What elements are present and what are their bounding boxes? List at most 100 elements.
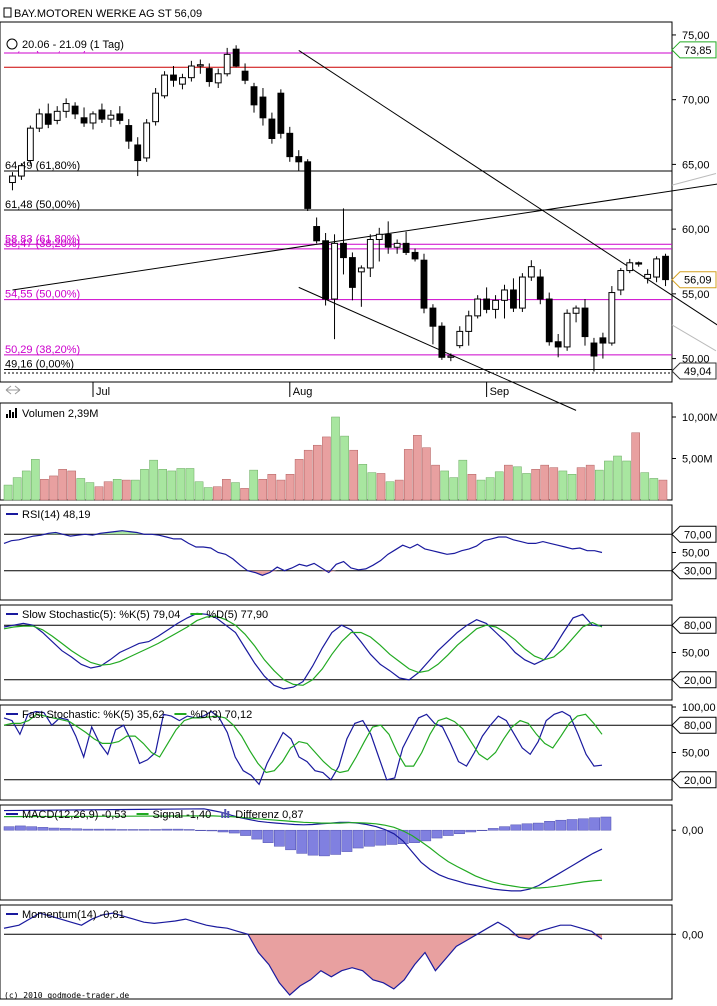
level-label-2: 64,49 (61,80%) [5,160,80,172]
candle-body [366,238,374,269]
candle-body [232,48,240,67]
volume-icon-bar-3 [15,408,17,418]
candle-body [545,298,553,343]
level-label-3: 61,48 (50,00%) [5,199,80,211]
fast-stoch-panel-tag-0-label: 20,00 [684,775,712,787]
clock-icon [6,38,18,50]
volume-bar [567,474,577,501]
macd-panel-hist-icon-bar-0 [221,812,224,818]
candle-body [286,132,294,158]
candle-body [313,226,321,242]
macd-hist-bar [172,828,184,831]
volume-bar [485,477,495,501]
volume-icon-bar-2 [12,412,14,418]
price-tag-1-label: 56,09 [684,275,712,287]
macd-hist-bar [341,829,353,852]
price-tag-0-box [671,41,717,59]
candle-body [44,113,52,125]
macd-panel-hist-icon [221,809,230,818]
candle-body [89,113,97,124]
fast-stoch-panel-series-0 [3,710,603,786]
price-panel-frame [0,21,673,383]
fast-stoch-panel-tag-0-box [671,771,717,789]
volume-bar [349,449,358,501]
candle-body [80,117,88,124]
volume-bar [258,479,268,501]
volume-bar [540,464,550,501]
candle-body [572,307,580,314]
candle-body [107,114,115,120]
macd-panel-hist-icon-bar-1 [224,809,227,818]
volume-bar [240,488,249,501]
volume-icon-bar-0 [6,414,8,418]
macd-hist-bar [262,829,274,843]
candle-body [518,276,526,309]
slow-stoch-panel-legend-1: %D(5) 77,90 [206,609,268,621]
volume-bar [67,470,77,501]
fast-stoch-panel-tag-0: 20,00 [671,771,717,789]
candle-body [653,258,660,278]
volume-bar [12,477,22,501]
candle-body [322,240,329,300]
macd-hist-bar [93,828,105,831]
candle-body [563,312,571,348]
fast-stoch-panel-tag-2-box [671,716,717,734]
candle-body [536,276,544,300]
candle-body [527,266,535,278]
macd-panel-hist-icon-bar-2 [227,811,230,818]
price-y-label-5: 75,00 [682,30,710,42]
candle-body [554,341,562,348]
candle-body [295,156,303,163]
candle-body [420,259,428,309]
macd-hist-bar [566,819,578,831]
momentum-negative-fill [19,934,602,995]
volume-bar [3,484,13,501]
price-y-label-4: 70,00 [682,95,710,107]
candle-body [393,242,401,248]
macd-hist-bar [532,822,544,831]
volume-bar [285,474,295,501]
volume-bar [440,470,449,501]
slow-stoch-panel-tag-0-label: 20,00 [684,675,712,687]
candle-body [152,92,160,123]
candle-body [277,92,285,134]
macd-hist-bar [487,828,499,831]
slow-stoch-panel-series-1 [3,615,603,686]
volume-bar [403,449,413,501]
volume-bar [504,464,513,501]
volume-bar [549,467,559,501]
trend-line-extension-0 [671,172,717,186]
volume-bar [185,468,195,501]
macd-hist-bar [375,829,387,846]
price-tag-1: 56,09 [671,271,717,289]
period-label: 20.06 - 21.09 (1 Tag) [22,39,124,51]
candle-body [635,262,643,265]
macd-hist-bar [510,824,522,831]
trend-line-extension-1 [671,324,717,352]
slow-stoch-panel-y-label-1: 50,00 [682,648,710,660]
volume-bar [58,469,67,501]
candle-body [349,257,356,288]
rsi-panel-y-label-1: 50,00 [682,548,710,560]
macd-hist-bar [206,829,218,832]
volume-bar [249,469,258,501]
rsi-panel-frame [0,504,673,601]
candle-body [340,242,347,259]
candle-body [599,337,607,344]
candle-body [268,118,276,140]
candle-body [196,64,204,67]
price-tag-0-label: 73,85 [684,45,712,57]
candle-body [116,113,124,121]
volume-bar [267,474,277,501]
macd-hist-bar [60,828,71,831]
candle-body [241,70,249,81]
volume-bar [340,435,349,501]
candle-body [510,289,517,309]
candle-body [357,267,365,273]
rsi-panel-tag-2-label: 70,00 [684,529,712,541]
macd-hist-bar [82,828,94,831]
candle-body [18,165,25,177]
candle-body [384,233,392,248]
candle-body [35,113,43,129]
volume-bar [121,479,131,501]
